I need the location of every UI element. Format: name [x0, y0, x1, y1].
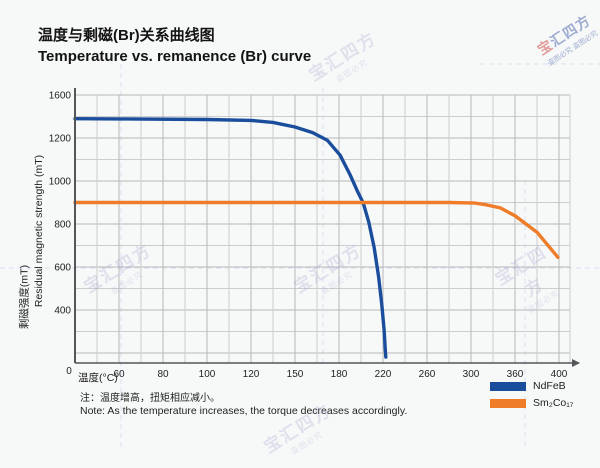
footnote-english: Note: As the temperature increases, the …	[80, 405, 408, 417]
title-chinese: 温度与剩磁(Br)关系曲线图	[38, 27, 215, 44]
svg-text:260: 260	[419, 369, 436, 380]
svg-text:600: 600	[54, 263, 71, 274]
svg-text:1600: 1600	[49, 91, 72, 102]
axes	[74, 88, 579, 364]
ndfeb-color-swatch	[490, 381, 526, 391]
tick-labels: 1600 1200 1000 800 600 400 0 60 80 100 120 150 180 22…	[49, 91, 568, 381]
svg-text:360: 360	[507, 369, 524, 380]
svg-text:150: 150	[287, 369, 304, 380]
page-title: 温度与剩磁(Br)关系曲线图 Temperature vs. remanence…	[38, 26, 311, 68]
svg-text:100: 100	[199, 369, 216, 380]
x-axis-arrow	[572, 359, 580, 367]
x-axis-label: 温度(°C)	[78, 372, 118, 384]
sm2co17-color-swatch	[490, 398, 526, 408]
svg-text:60: 60	[113, 369, 125, 380]
legend-item-sm2co17: Sm₂Co₁₇	[490, 397, 573, 409]
title-english: Temperature vs. remanence (Br) curve	[38, 48, 312, 66]
svg-text:220: 220	[375, 369, 392, 380]
chart-page: { "header": { "title_zh": "温度与剩磁(Br)关系曲线…	[0, 11, 600, 457]
svg-text:1000: 1000	[49, 177, 72, 188]
chart-legend: NdFeB Sm₂Co₁₇	[490, 380, 573, 414]
svg-text:300: 300	[463, 369, 480, 380]
svg-text:400: 400	[551, 369, 568, 380]
series-0-curve	[73, 117, 388, 359]
svg-text:1200: 1200	[49, 134, 72, 145]
y-axis-label-chinese: 剩磁强度(mT)	[18, 264, 31, 330]
svg-text:400: 400	[54, 306, 71, 317]
chart-canvas: 1600 1200 1000 800 600 400 0 60 80 100 120 150 180 22…	[0, 55, 600, 450]
svg-text:120: 120	[243, 369, 260, 380]
legend-label-sm2co17: Sm₂Co₁₇	[533, 397, 574, 409]
legend-item-ndfeb: NdFeB	[490, 380, 573, 392]
gridlines	[75, 94, 571, 363]
svg-text:80: 80	[157, 369, 169, 380]
footnote-chinese: 注：温度增高，扭矩相应减小。	[80, 393, 220, 404]
svg-text:800: 800	[54, 220, 71, 231]
series-1-curve	[73, 200, 560, 259]
svg-text:0: 0	[66, 366, 72, 377]
y-axis-label-english: Residual magnetic strength (mT)	[33, 154, 45, 308]
legend-label-ndfeb: NdFeB	[533, 380, 566, 392]
footnote: 注：温度增高，扭矩相应减小。 Note: As the temperature …	[80, 392, 407, 419]
svg-text:180: 180	[331, 369, 348, 380]
